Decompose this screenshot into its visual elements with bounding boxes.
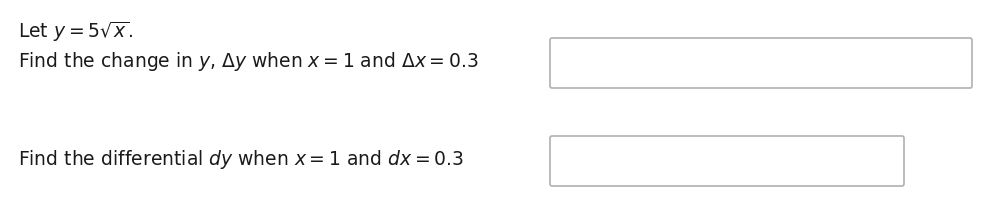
Text: Find the change in $y$, $\Delta y$ when $x = 1$ and $\Delta x = 0.3$: Find the change in $y$, $\Delta y$ when … — [18, 50, 478, 73]
FancyBboxPatch shape — [550, 136, 904, 186]
Text: Let $y = 5\sqrt{x}$.: Let $y = 5\sqrt{x}$. — [18, 20, 133, 44]
Text: Find the differential $dy$ when $x = 1$ and $dx = 0.3$: Find the differential $dy$ when $x = 1$ … — [18, 148, 463, 171]
FancyBboxPatch shape — [550, 38, 972, 88]
